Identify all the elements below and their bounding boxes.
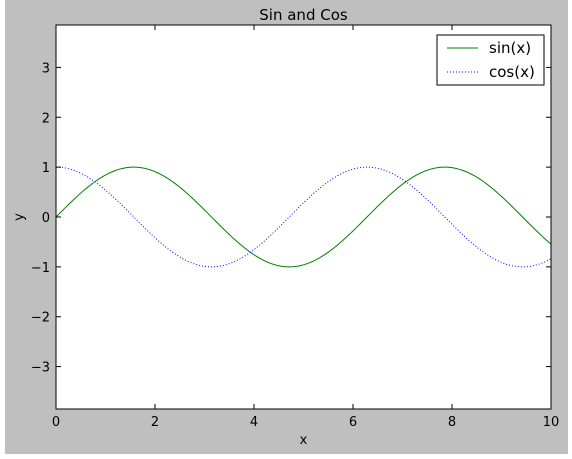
x-tick-label: 10 [543,415,560,430]
x-axis-label: x [300,433,308,448]
cos-legend-label: cos(x) [489,63,535,81]
sin-cos-chart: 0 2 4 6 8 10 −3 −2 −1 0 1 2 3 Sin and Cos x y sin(x)… [12,6,559,448]
series-layer [55,166,552,268]
x-tick-label: 8 [448,415,456,430]
x-tick-label: 6 [349,415,357,430]
plot-frame [55,24,552,410]
y-axis-label: y [12,213,27,221]
sin-series-line [55,166,552,268]
x-tick-label: 2 [151,415,159,430]
legend: sin(x) cos(x) [436,34,545,86]
y-tick-label: 0 [42,211,50,226]
sin-legend-label: sin(x) [489,39,531,57]
x-tick-label: 4 [250,415,258,430]
y-tick-label: 3 [42,61,50,76]
figure-background: 0 2 4 6 8 10 −3 −2 −1 0 1 2 3 Sin and Cos x y sin(x)… [5,0,568,454]
x-tick-label: 0 [52,415,60,430]
tick-labels: 0 2 4 6 8 10 −3 −2 −1 0 1 2 3 [31,61,559,430]
legend-box [436,34,545,86]
y-tick-label: −1 [31,261,50,276]
y-tick-label: −2 [31,311,50,326]
chart-title: Sin and Cos [259,6,348,24]
y-tick-label: −3 [31,361,50,376]
plot-area [56,25,551,409]
y-tick-label: 2 [42,111,50,126]
y-tick-label: 1 [42,161,50,176]
